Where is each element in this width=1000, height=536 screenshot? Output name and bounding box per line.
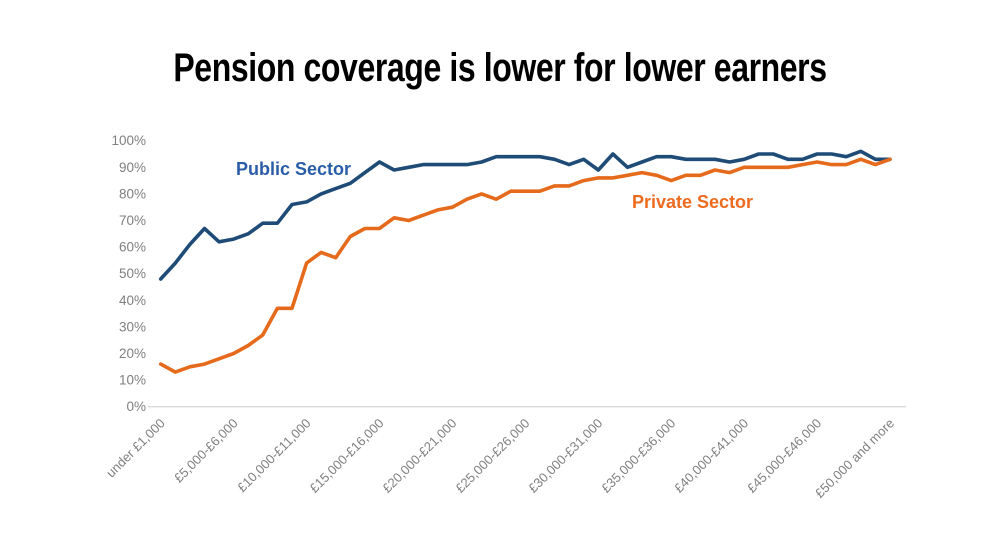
series-line-private-sector: [158, 157, 892, 374]
y-tick-label: 80%: [119, 186, 146, 201]
y-tick-label: 0%: [126, 399, 146, 414]
y-tick-label: 30%: [119, 319, 146, 334]
public-sector-series-label: Public Sector: [236, 159, 351, 179]
private-sector-series-label: Private Sector: [632, 192, 753, 212]
series-line-public-sector: [158, 149, 892, 281]
x-tick-label: under £1,000: [103, 416, 168, 481]
x-tick-label: £15,000-£16,000: [306, 416, 386, 496]
y-tick-label: 70%: [119, 213, 146, 228]
y-tick-label: 60%: [119, 240, 146, 255]
y-tick-label: 40%: [119, 293, 146, 308]
x-tick-label: £10,000-£11,000: [234, 416, 313, 495]
x-tick-label: £40,000-£41,000: [671, 416, 751, 496]
y-tick-label: 20%: [119, 346, 146, 361]
y-tick-label: 50%: [119, 266, 146, 281]
chart-title: Pension coverage is lower for lower earn…: [173, 46, 827, 90]
x-tick-label: £5,000-£6,000: [171, 416, 241, 486]
y-tick-label: 90%: [119, 160, 146, 175]
x-tick-label: £50,000 and more: [812, 416, 897, 501]
y-tick-label: 10%: [119, 373, 146, 388]
y-tick-label: 100%: [111, 133, 146, 148]
x-tick-label: £30,000-£31,000: [525, 416, 605, 496]
axis-layer: 0% 10% 20% 30% 40% 50% 60% 70% 80% 90% 100% under £…: [103, 133, 906, 501]
x-tick-label: £45,000-£46,000: [744, 416, 824, 496]
x-tick-label: £25,000-£26,000: [452, 416, 532, 496]
x-tick-label: £20,000-£21,000: [379, 416, 459, 496]
x-tick-label: £35,000-£36,000: [598, 416, 678, 496]
series-layer: [158, 149, 892, 374]
